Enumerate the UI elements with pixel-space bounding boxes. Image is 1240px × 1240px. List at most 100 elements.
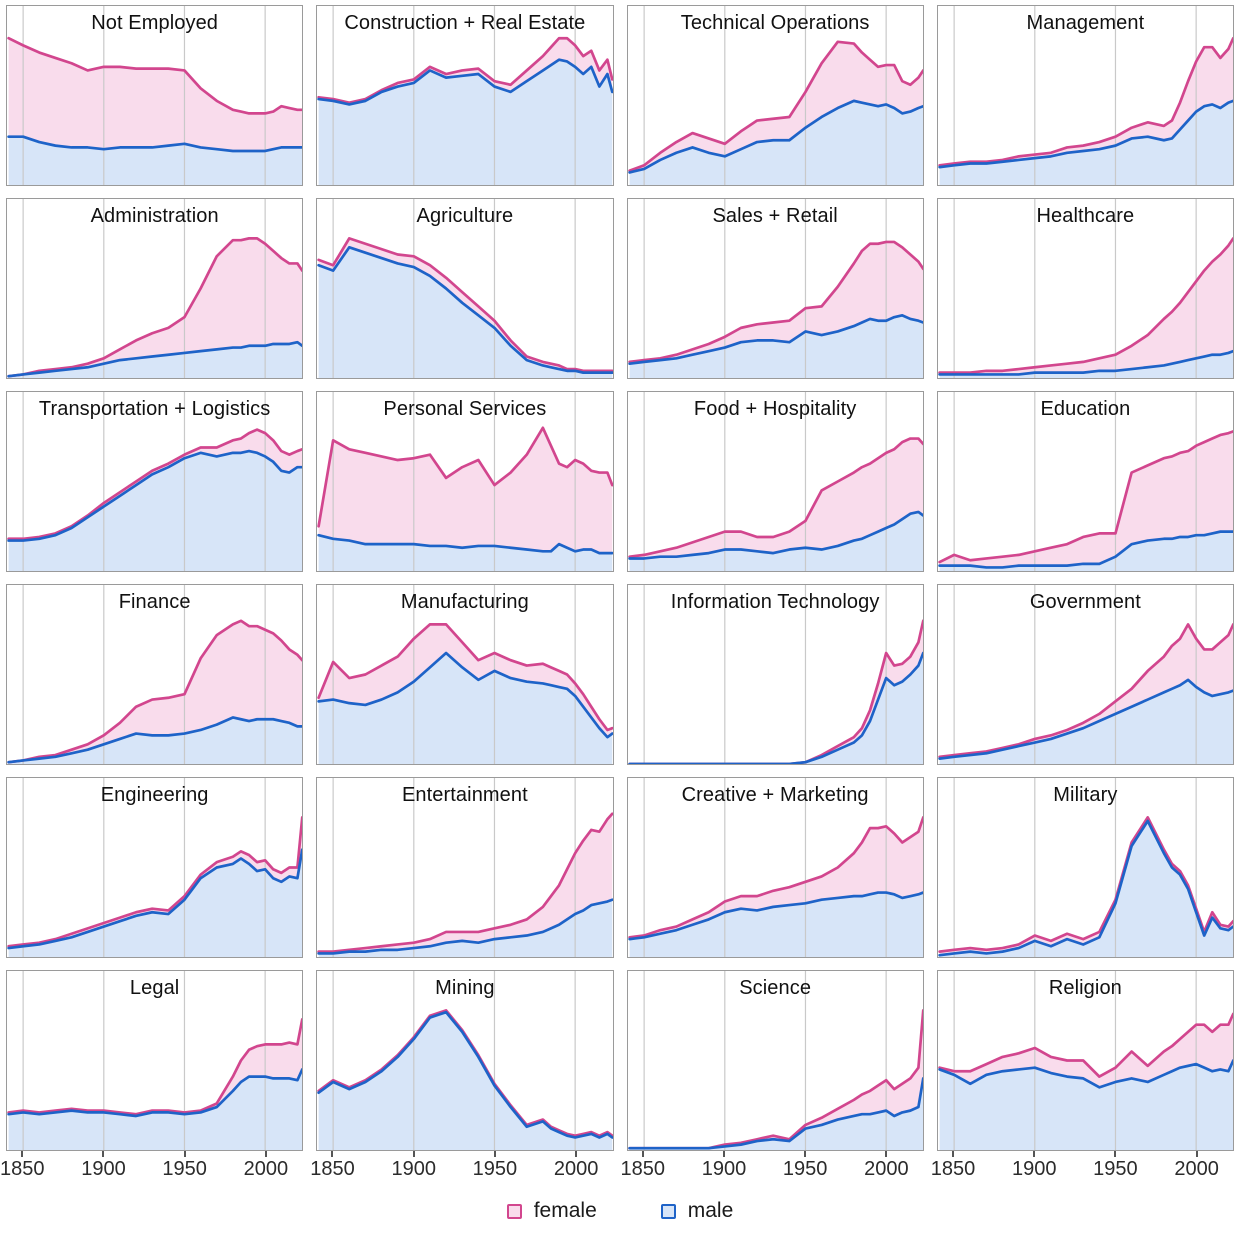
male-area: [318, 653, 613, 764]
x-tick-mark: [412, 1151, 415, 1157]
female-area: [8, 620, 303, 763]
chart-panel: Information Technology: [626, 584, 924, 765]
x-axis-row: 1850 1900 1950 2000 1850 1900 1950 2000 1850 1900…: [0, 1151, 1234, 1185]
male-line: [939, 532, 1233, 568]
male-line: [319, 247, 613, 372]
x-axis: 1850 1900 1950 2000: [931, 1151, 1234, 1185]
x-tick-mark: [641, 1151, 644, 1157]
x-tick-label: 2000: [553, 1158, 599, 1180]
male-line: [319, 1012, 613, 1137]
chart-panel: Government: [936, 584, 1234, 765]
x-axis: 1850 1900 1950 2000: [620, 1151, 924, 1185]
male-line: [939, 821, 1233, 955]
chart-panel: Entertainment: [316, 777, 614, 958]
male-area: [318, 1012, 613, 1150]
female-line: [9, 621, 303, 762]
stacked-area-chart: [628, 6, 923, 185]
male-area: [939, 679, 1233, 764]
chart-panel: Agriculture: [316, 198, 614, 379]
chart-panel: Mining: [316, 970, 614, 1151]
x-tick-mark: [264, 1151, 267, 1157]
x-tick-mark: [722, 1151, 725, 1157]
male-line: [629, 893, 923, 940]
female-line: [939, 238, 1233, 372]
female-line: [319, 238, 613, 370]
x-tick-mark: [1114, 1151, 1117, 1157]
male-area: [939, 531, 1233, 571]
chart-panel: Management: [936, 5, 1234, 186]
x-tick-mark: [21, 1151, 24, 1157]
male-line: [629, 101, 923, 173]
x-tick-label: 1900: [391, 1158, 436, 1180]
stacked-area-chart: [7, 778, 303, 957]
female-area: [939, 431, 1233, 568]
stacked-area-chart: [7, 971, 303, 1150]
male-line: [629, 653, 923, 764]
female-line: [319, 38, 613, 102]
male-area: [8, 717, 303, 764]
stacked-area-chart: [317, 585, 613, 764]
chart-panel: Religion: [936, 970, 1234, 1151]
male-line: [9, 1069, 303, 1116]
female-line: [939, 1014, 1233, 1077]
chart-panel: Finance: [6, 584, 304, 765]
stacked-area-chart: [628, 778, 923, 957]
chart-panel: Sales + Retail: [626, 198, 924, 379]
male-line: [629, 315, 923, 363]
female-line: [629, 42, 923, 171]
x-tick-label: 1950: [162, 1158, 207, 1180]
x-tick-mark: [804, 1151, 807, 1157]
legend: female male: [6, 1197, 1234, 1225]
stacked-area-chart: [317, 778, 613, 957]
stacked-area-chart: [938, 585, 1233, 764]
male-line: [939, 101, 1233, 167]
female-area: [318, 427, 613, 554]
stacked-area-chart: [628, 199, 923, 378]
male-line: [939, 680, 1233, 759]
female-line: [9, 1019, 303, 1114]
male-line: [939, 1061, 1233, 1088]
chart-panel: Personal Services: [316, 391, 614, 572]
x-tick-label: 1900: [1011, 1158, 1057, 1180]
male-line: [319, 900, 613, 954]
x-tick-mark: [183, 1151, 186, 1157]
female-area: [629, 438, 923, 559]
x-tick-label: 1900: [81, 1158, 126, 1180]
stacked-area-chart: [938, 971, 1233, 1150]
stacked-area-chart: [317, 971, 613, 1150]
female-line: [9, 238, 303, 376]
male-line: [939, 351, 1233, 374]
legend-item-male: male: [660, 1199, 733, 1223]
female-line: [319, 624, 613, 730]
legend-item-female: female: [506, 1199, 597, 1223]
female-line: [939, 624, 1233, 756]
female-line: [939, 431, 1233, 562]
chart-panel: Engineering: [6, 777, 304, 958]
chart-panel: Construction + Real Estate: [316, 5, 614, 186]
male-line: [9, 137, 303, 151]
x-tick-label: 1950: [782, 1158, 828, 1180]
male-area: [8, 1069, 303, 1150]
male-line: [9, 451, 303, 541]
chart-panel: Manufacturing: [316, 584, 614, 765]
male-area: [8, 451, 303, 571]
chart-panel: Education: [936, 391, 1234, 572]
x-tick-mark: [885, 1151, 888, 1157]
x-tick-mark: [102, 1151, 105, 1157]
stacked-area-chart: [628, 585, 923, 764]
x-tick-label: 1850: [930, 1158, 976, 1180]
x-tick-label: 1850: [0, 1158, 45, 1180]
female-line: [9, 817, 303, 946]
chart-panel: Food + Hospitality: [626, 391, 924, 572]
male-area: [629, 1078, 923, 1150]
x-tick-label: 1900: [701, 1158, 747, 1180]
female-area: [629, 241, 923, 364]
female-area: [8, 38, 303, 151]
male-line: [9, 850, 303, 948]
male-line: [629, 1078, 923, 1148]
stacked-area-chart: [7, 6, 303, 185]
x-tick-label: 1850: [620, 1158, 665, 1180]
chart-panel: Technical Operations: [626, 5, 924, 186]
female-line: [9, 38, 303, 113]
chart-panel: Administration: [6, 198, 304, 379]
